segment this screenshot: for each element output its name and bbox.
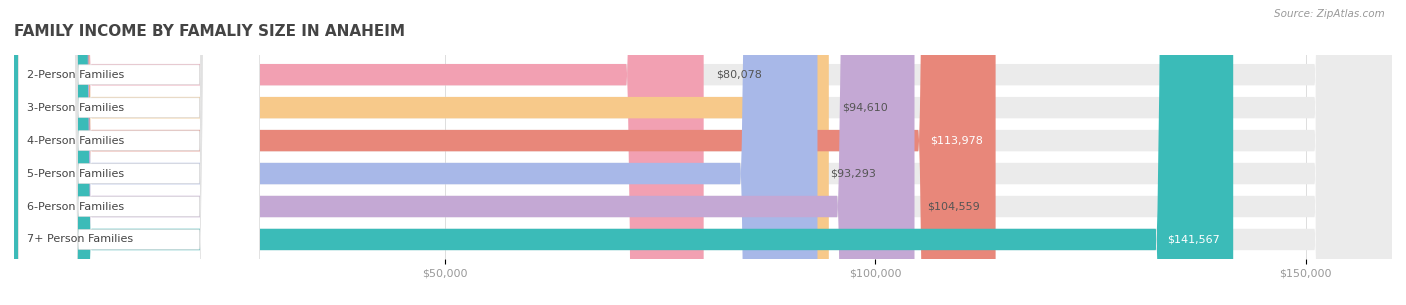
- Text: Source: ZipAtlas.com: Source: ZipAtlas.com: [1274, 9, 1385, 19]
- Text: 5-Person Families: 5-Person Families: [27, 169, 124, 178]
- FancyBboxPatch shape: [14, 0, 817, 305]
- FancyBboxPatch shape: [18, 0, 260, 305]
- Text: $80,078: $80,078: [717, 70, 762, 80]
- FancyBboxPatch shape: [18, 0, 260, 305]
- FancyBboxPatch shape: [14, 0, 703, 305]
- Text: $141,567: $141,567: [1167, 235, 1220, 245]
- FancyBboxPatch shape: [18, 0, 260, 305]
- FancyBboxPatch shape: [14, 0, 914, 305]
- Text: $94,610: $94,610: [842, 103, 887, 113]
- Text: 4-Person Families: 4-Person Families: [27, 136, 124, 145]
- FancyBboxPatch shape: [14, 0, 1233, 305]
- Text: FAMILY INCOME BY FAMALIY SIZE IN ANAHEIM: FAMILY INCOME BY FAMALIY SIZE IN ANAHEIM: [14, 23, 405, 38]
- FancyBboxPatch shape: [14, 0, 1392, 305]
- Text: 6-Person Families: 6-Person Families: [27, 202, 124, 211]
- FancyBboxPatch shape: [14, 0, 1392, 305]
- Text: 7+ Person Families: 7+ Person Families: [27, 235, 134, 245]
- FancyBboxPatch shape: [14, 0, 1392, 305]
- FancyBboxPatch shape: [18, 0, 260, 305]
- FancyBboxPatch shape: [14, 0, 995, 305]
- FancyBboxPatch shape: [14, 0, 1392, 305]
- Text: $93,293: $93,293: [831, 169, 876, 178]
- FancyBboxPatch shape: [14, 0, 1392, 305]
- FancyBboxPatch shape: [18, 0, 260, 305]
- FancyBboxPatch shape: [18, 0, 260, 305]
- Text: $113,978: $113,978: [929, 136, 983, 145]
- Text: 2-Person Families: 2-Person Families: [27, 70, 124, 80]
- FancyBboxPatch shape: [14, 0, 828, 305]
- FancyBboxPatch shape: [14, 0, 1392, 305]
- Text: 3-Person Families: 3-Person Families: [27, 103, 124, 113]
- Text: $104,559: $104,559: [928, 202, 980, 211]
